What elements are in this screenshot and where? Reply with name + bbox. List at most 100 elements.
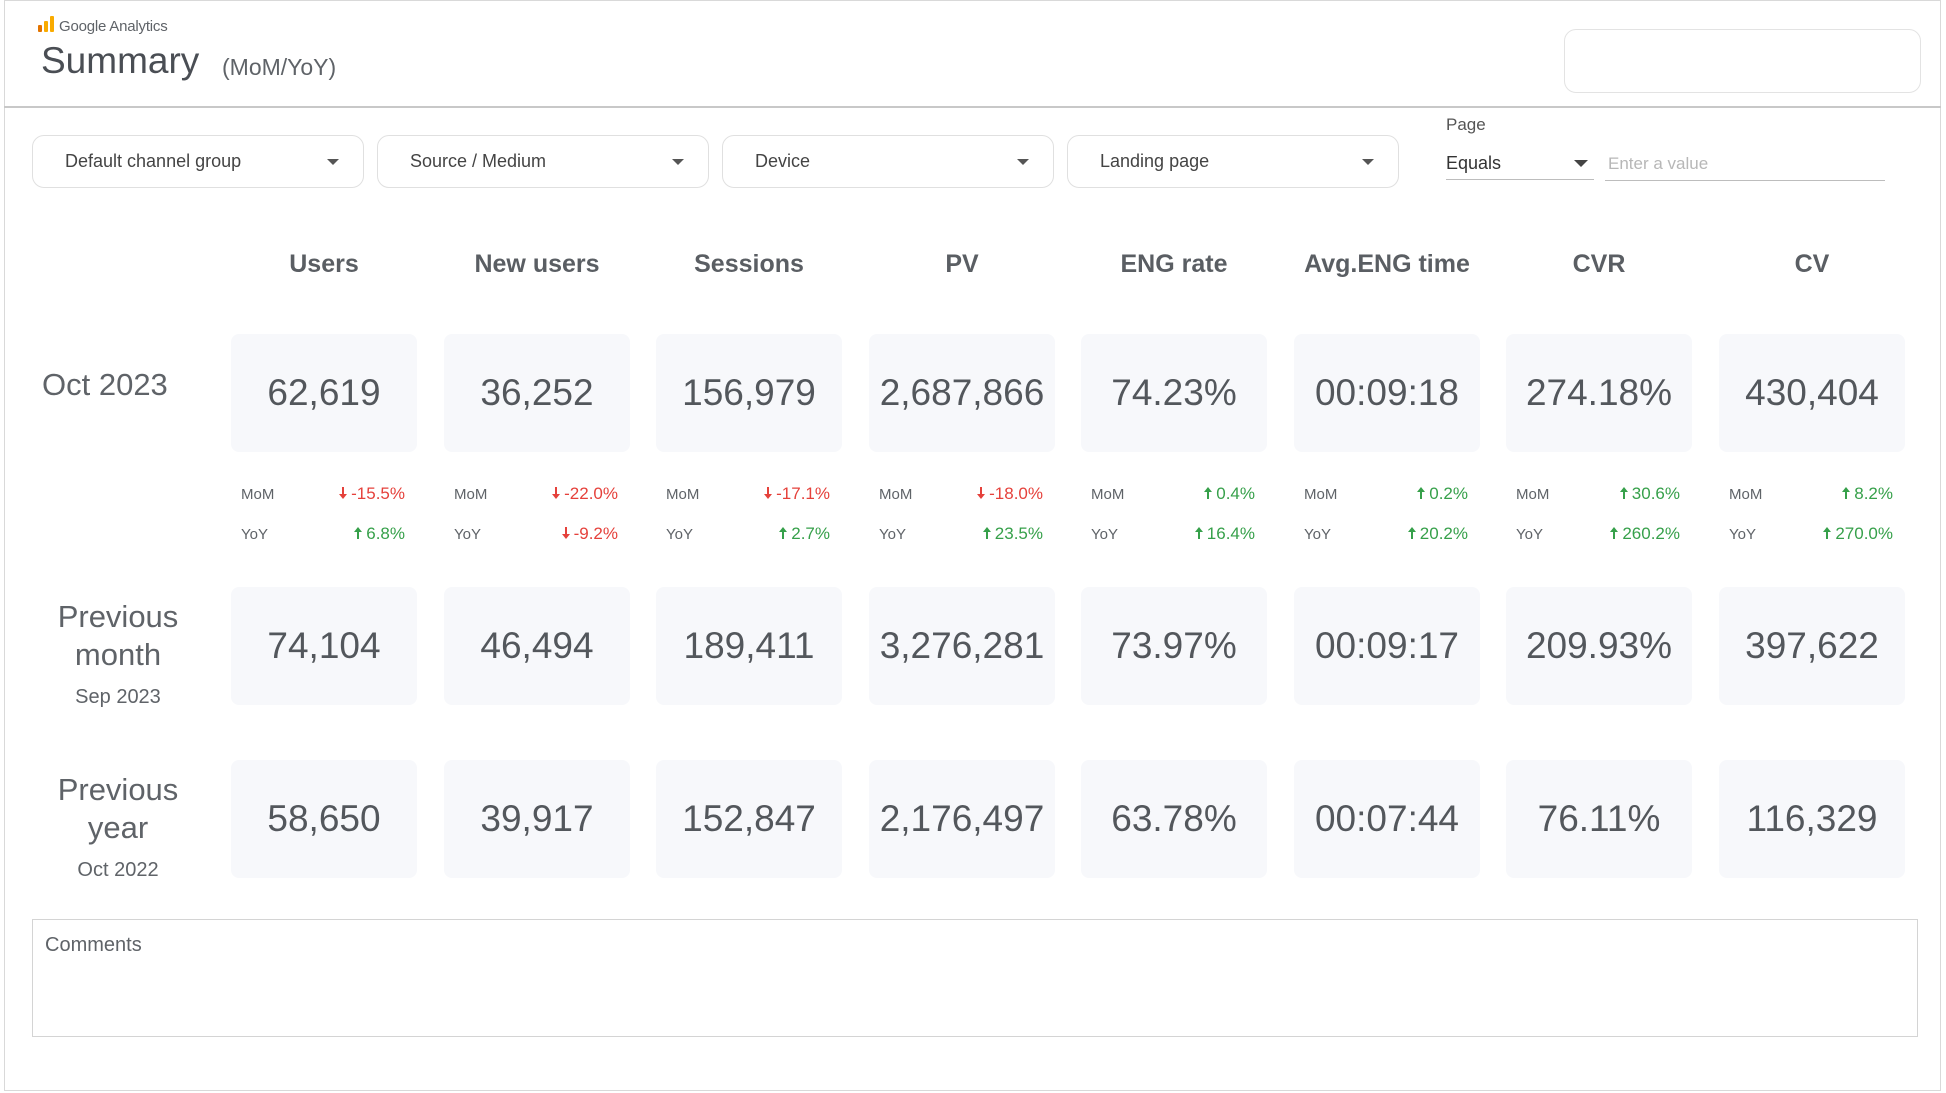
- metric-value: 152,847: [682, 798, 816, 839]
- metric-card-current: 62,619: [231, 334, 417, 452]
- column-header: Sessions: [694, 250, 804, 278]
- yoy-comparison: YoY 260.2%: [1516, 524, 1680, 544]
- metric-value: 397,622: [1745, 625, 1879, 666]
- metric-card-previous-month: 209.93%: [1506, 587, 1692, 705]
- metric-card-previous-year: 58,650: [231, 760, 417, 878]
- row-label-previous-year-text: Previous year: [57, 772, 179, 845]
- mom-change: 30.6%: [1619, 484, 1680, 504]
- mom-comparison: MoM 0.4%: [1091, 484, 1255, 504]
- metric-card-current: 156,979: [656, 334, 842, 452]
- mom-label: MoM: [879, 485, 913, 503]
- row-label-current: Oct 2023: [32, 366, 182, 404]
- filter-default-channel-group[interactable]: Default channel group: [32, 135, 364, 188]
- metric-value: 73.97%: [1111, 625, 1237, 666]
- filter-label: Source / Medium: [410, 151, 547, 171]
- arrow-down-icon: [977, 484, 986, 504]
- yoy-label: YoY: [1091, 525, 1118, 543]
- arrow-up-icon: [1204, 484, 1213, 504]
- mom-comparison: MoM -18.0%: [879, 484, 1043, 504]
- yoy-label: YoY: [1729, 525, 1756, 543]
- metric-value: 189,411: [683, 625, 815, 666]
- metric-card-previous-year: 116,329: [1719, 760, 1905, 878]
- yoy-change-value: 6.8%: [366, 524, 405, 543]
- mom-comparison: MoM -15.5%: [241, 484, 405, 504]
- mom-change: 0.4%: [1204, 484, 1255, 504]
- arrow-up-icon: [1194, 524, 1203, 544]
- column-header: ENG rate: [1120, 250, 1228, 278]
- comments-box[interactable]: Comments: [32, 919, 1918, 1037]
- caret-down-icon: [1362, 158, 1374, 165]
- mom-change: -22.0%: [552, 484, 618, 504]
- metric-value: 430,404: [1745, 372, 1879, 413]
- row-label-previous-month: Previous month Sep 2023: [38, 598, 198, 709]
- caret-down-icon: [672, 158, 684, 165]
- page-filter-operator-select[interactable]: Equals: [1446, 148, 1594, 180]
- arrow-up-icon: [1407, 524, 1416, 544]
- filter-device[interactable]: Device: [722, 135, 1054, 188]
- column-header: Users: [289, 250, 359, 278]
- mom-comparison: MoM 8.2%: [1729, 484, 1893, 504]
- mom-change-value: -15.5%: [351, 484, 405, 503]
- caret-down-icon: [1574, 160, 1588, 167]
- yoy-comparison: YoY 23.5%: [879, 524, 1043, 544]
- yoy-label: YoY: [666, 525, 693, 543]
- metric-card-previous-year: 2,176,497: [869, 760, 1055, 878]
- metric-value: 46,494: [480, 625, 594, 666]
- yoy-change: -9.2%: [561, 524, 618, 544]
- yoy-comparison: YoY -9.2%: [454, 524, 618, 544]
- yoy-change: 23.5%: [982, 524, 1043, 544]
- metric-value: 00:07:44: [1314, 798, 1460, 839]
- metric-value: 39,917: [480, 798, 594, 839]
- metric-card-previous-month: 73.97%: [1081, 587, 1267, 705]
- metric-card-current: 36,252: [444, 334, 630, 452]
- page-filter-value-input[interactable]: [1605, 148, 1885, 181]
- metric-value: 62,619: [267, 372, 381, 413]
- yoy-label: YoY: [879, 525, 906, 543]
- mom-change-value: 8.2%: [1854, 484, 1893, 503]
- metric-card-current: 00:09:18: [1294, 334, 1480, 452]
- page-subtitle: (MoM/YoY): [222, 54, 337, 80]
- metric-value: 209.93%: [1525, 625, 1673, 666]
- mom-change-value: 0.4%: [1216, 484, 1255, 503]
- date-range-box[interactable]: [1564, 29, 1921, 93]
- yoy-change: 20.2%: [1407, 524, 1468, 544]
- brand: Google Analytics: [38, 16, 168, 37]
- arrow-down-icon: [339, 484, 348, 504]
- yoy-label: YoY: [241, 525, 268, 543]
- metric-value: 2,176,497: [879, 798, 1045, 839]
- metric-value: 00:09:17: [1314, 625, 1460, 666]
- yoy-comparison: YoY 2.7%: [666, 524, 830, 544]
- filter-label: Default channel group: [65, 151, 242, 171]
- metric-value: 3,276,281: [879, 625, 1045, 666]
- yoy-change-value: 20.2%: [1419, 524, 1468, 543]
- mom-label: MoM: [1304, 485, 1338, 503]
- filter-landing-page[interactable]: Landing page: [1067, 135, 1399, 188]
- metric-card-previous-year: 00:07:44: [1294, 760, 1480, 878]
- mom-label: MoM: [1516, 485, 1550, 503]
- arrow-up-icon: [1842, 484, 1851, 504]
- metric-card-previous-month: 189,411: [656, 587, 842, 705]
- yoy-change-value: 2.7%: [791, 524, 830, 543]
- arrow-down-icon: [561, 524, 570, 544]
- metric-value: 00:09:18: [1314, 372, 1460, 413]
- row-label-previous-year: Previous year Oct 2022: [38, 771, 198, 882]
- metric-card-current: 74.23%: [1081, 334, 1267, 452]
- yoy-change: 260.2%: [1610, 524, 1680, 544]
- yoy-comparison: YoY 6.8%: [241, 524, 405, 544]
- yoy-comparison: YoY 16.4%: [1091, 524, 1255, 544]
- mom-label: MoM: [241, 485, 275, 503]
- metric-card-previous-year: 39,917: [444, 760, 630, 878]
- metric-value: 36,252: [480, 372, 594, 413]
- column-header: New users: [474, 250, 600, 278]
- yoy-label: YoY: [1304, 525, 1331, 543]
- mom-change: 0.2%: [1417, 484, 1468, 504]
- brand-name: Google Analytics: [59, 18, 168, 35]
- filter-label: Device: [755, 151, 811, 171]
- arrow-up-icon: [1610, 524, 1619, 544]
- arrow-up-icon: [354, 524, 363, 544]
- filter-source-medium[interactable]: Source / Medium: [377, 135, 709, 188]
- column-header: PV: [945, 250, 979, 278]
- column-header: CVR: [1572, 250, 1626, 278]
- metric-card-previous-year: 76.11%: [1506, 760, 1692, 878]
- yoy-comparison: YoY 270.0%: [1729, 524, 1893, 544]
